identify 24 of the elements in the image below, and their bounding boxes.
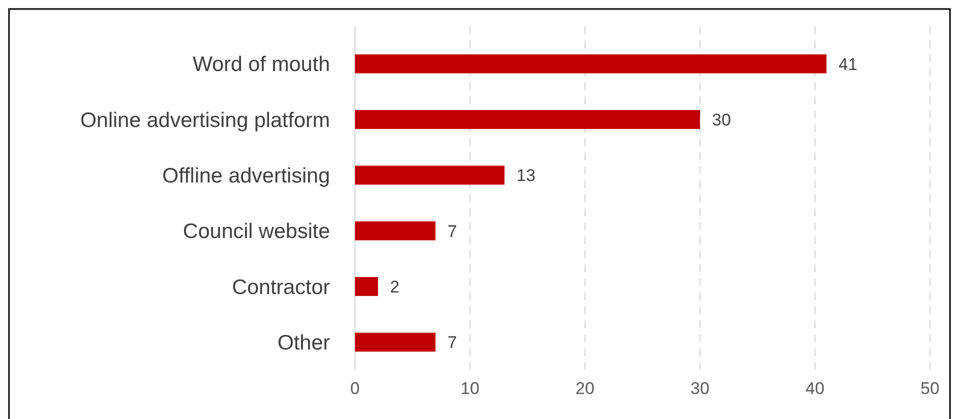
- data-label: 7: [448, 222, 457, 241]
- data-label: 30: [712, 110, 731, 130]
- bar: [355, 110, 700, 129]
- y-tick-label: Offline advertising: [162, 164, 330, 188]
- x-tick-label: 50: [920, 379, 940, 398]
- bar: [355, 277, 378, 296]
- bar: [355, 54, 826, 74]
- bar: [355, 166, 504, 185]
- x-tick-label: 20: [576, 379, 594, 398]
- y-tick-label: Word of mouth: [192, 53, 330, 76]
- y-tick-label: Other: [277, 332, 330, 355]
- bar: [355, 332, 436, 352]
- data-label: 2: [390, 277, 400, 296]
- x-tick-label: 10: [460, 379, 480, 398]
- data-label: 41: [838, 54, 858, 74]
- y-tick-label: Council website: [182, 220, 330, 244]
- y-tick-label: Contractor: [232, 276, 330, 299]
- data-label: 13: [516, 166, 536, 186]
- y-tick-label: Online advertising platform: [80, 108, 330, 132]
- x-tick-label: 40: [806, 379, 824, 398]
- bar: [355, 221, 436, 240]
- data-label: 7: [448, 333, 457, 352]
- x-tick-label: 30: [690, 379, 710, 398]
- x-tick-label: 0: [350, 379, 360, 398]
